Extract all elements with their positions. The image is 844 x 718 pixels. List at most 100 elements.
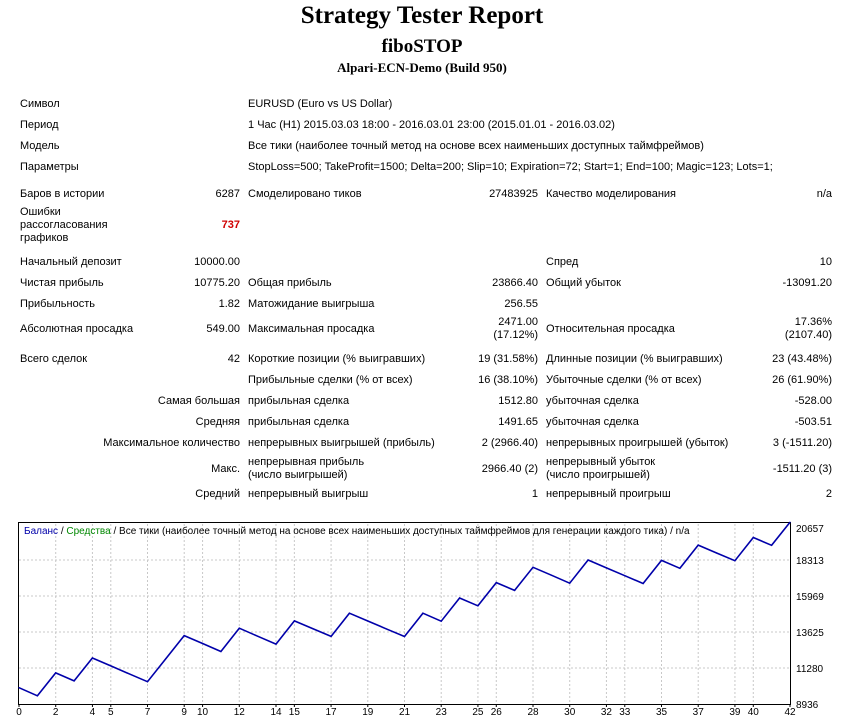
y-axis: 20657 18313 15969 13625 11280 8936	[796, 524, 824, 711]
x-tick-label: 21	[399, 707, 411, 718]
balance-point	[715, 552, 718, 554]
loss-trades-label: Убыточные сделки (% от всех)	[546, 374, 702, 386]
report-table: Символ EURUSD (Euro vs US Dollar) Период…	[16, 94, 836, 505]
row-model: Модель Все тики (наиболее точный метод н…	[16, 136, 836, 157]
net-label: Чистая прибыль	[20, 277, 104, 289]
short-label: Короткие позиции (% выигравших)	[248, 353, 426, 365]
avg-wins-label: непрерывный выигрыш	[248, 488, 369, 500]
quality-value: n/a	[816, 188, 833, 200]
balance-point	[238, 627, 240, 629]
rel-dd-value: 17.36%	[794, 316, 833, 328]
balance-point	[348, 612, 351, 614]
bars-label: Баров в истории	[20, 188, 105, 200]
x-tick-label: 32	[601, 707, 613, 718]
gross-profit-value: 23866.40	[492, 277, 539, 289]
x-tick-label: 4	[90, 707, 96, 718]
x-tick-label: 30	[564, 707, 576, 718]
x-tick-label: 9	[181, 707, 187, 718]
errors-value: 737	[221, 219, 241, 231]
legend-description: / Все тики (наиболее точный метод на осн…	[111, 525, 690, 537]
balance-point	[642, 582, 644, 585]
row-total-trades: Всего сделок 42 Короткие позиции (% выиг…	[16, 349, 836, 370]
max-dd-cell: 2471.00 (17.12%)	[394, 315, 542, 343]
params-label: Параметры	[20, 161, 79, 173]
x-tick-label: 25	[472, 707, 484, 718]
bars-value: 6287	[215, 188, 241, 200]
report-title: Strategy Tester Report	[300, 2, 544, 29]
x-tick-label: 37	[693, 707, 705, 718]
x-tick-label: 28	[527, 707, 539, 718]
row-deposit: Начальный депозит 10000.00 Спред 10	[16, 252, 836, 273]
y-tick-label: 15969	[796, 592, 824, 603]
row-max-count: Максимальное количество непрерывных выиг…	[16, 433, 836, 454]
row-params: Параметры StopLoss=500; TakeProfit=1500;…	[16, 157, 836, 178]
x-tick-label: 14	[270, 707, 282, 718]
x-tick-label: 2	[53, 707, 59, 718]
x-tick-label: 0	[16, 707, 22, 718]
expected-label: Матожидание выигрыша	[248, 298, 375, 310]
y-tick-label: 20657	[796, 524, 824, 535]
balance-point	[514, 589, 516, 592]
quality-label: Качество моделирования	[546, 188, 677, 200]
y-tick-label: 18313	[796, 556, 824, 567]
x-tick-label: 26	[491, 707, 503, 718]
balance-chart: 20657 18313 15969 13625 11280 8936 0 2 4 5 7 9 10 12…	[16, 521, 824, 718]
balance-point	[257, 635, 259, 637]
balance-point	[330, 635, 332, 637]
balance-point	[293, 620, 295, 622]
row-average: Средняя прибыльная сделка 1491.65 убыточ…	[16, 412, 836, 433]
row-period: Период 1 Час (H1) 2015.03.03 18:00 - 201…	[16, 115, 836, 136]
balance-point	[734, 560, 736, 562]
x-tick-label: 10	[197, 707, 209, 718]
gross-profit-label: Общая прибыль	[248, 277, 332, 289]
balance-point	[385, 628, 387, 630]
y-tick-label: 13625	[796, 628, 824, 639]
spread-value: 10	[819, 256, 833, 268]
x-tick-label: 5	[108, 707, 114, 718]
balance-point	[660, 559, 663, 561]
symbol-label: Символ	[20, 98, 60, 110]
x-tick-label: 33	[619, 707, 631, 718]
largest-loss-label: убыточная сделка	[546, 395, 639, 407]
maxcount-label: Максимальное количество	[103, 437, 241, 449]
period-label: Период	[20, 119, 59, 131]
balance-point	[36, 695, 38, 697]
consec-profit-label: непрерывная прибыль (число выигрышей)	[248, 456, 365, 481]
balance-point	[18, 687, 20, 689]
consec-losses-value: 3 (-1511.20)	[772, 437, 833, 449]
row-errors: Ошибки рассогласования графиков 737	[16, 205, 836, 246]
ticks-label: Смоделировано тиков	[248, 188, 362, 200]
x-tick-label: 23	[436, 707, 448, 718]
row-largest: Самая большая прибыльная сделка 1512.80 …	[16, 391, 836, 412]
x-tick-label: 12	[234, 707, 246, 718]
chart-grid	[19, 524, 790, 704]
deposit-value: 10000.00	[194, 256, 241, 268]
expected-value: 256.55	[504, 298, 539, 310]
balance-point	[146, 681, 149, 683]
largest-label: Самая большая	[157, 395, 241, 407]
errors-label: Ошибки рассогласования графиков	[20, 206, 108, 244]
balance-point	[403, 635, 406, 638]
row-net: Чистая прибыль 10775.20 Общая прибыль 23…	[16, 273, 836, 294]
row-max: Макс. непрерывная прибыль (число выигрыш…	[16, 454, 836, 484]
ticks-value: 27483925	[489, 188, 539, 200]
balance-point	[55, 672, 57, 674]
balance-point	[183, 634, 185, 637]
x-tick-label: 7	[145, 707, 151, 718]
rel-dd-money: (2107.40)	[784, 329, 833, 341]
balance-point	[165, 657, 167, 660]
balance-point	[605, 567, 608, 569]
x-axis: 0 2 4 5 7 9 10 12 14 15 17 19 21 23 25 26 28 30 32 33 35 37 39…	[16, 704, 796, 718]
balance-point	[697, 544, 699, 546]
balance-point	[569, 582, 571, 584]
row-profit-trades: Прибыльные сделки (% от всех) 16 (38.10%…	[16, 370, 836, 391]
average-loss-label: убыточная сделка	[546, 416, 639, 428]
server-name: Alpari-ECN-Demo (Build 950)	[337, 60, 507, 75]
rel-dd-label: Относительная просадка	[546, 322, 675, 335]
balance-point	[201, 642, 204, 645]
balance-point	[91, 657, 94, 659]
consec-wins-label: непрерывных выигрышей (прибыль)	[248, 437, 435, 449]
row-pf: Прибыльность 1.82 Матожидание выигрыша 2…	[16, 294, 836, 315]
legend-equity: Средства	[66, 526, 111, 537]
balance-point	[789, 521, 791, 523]
